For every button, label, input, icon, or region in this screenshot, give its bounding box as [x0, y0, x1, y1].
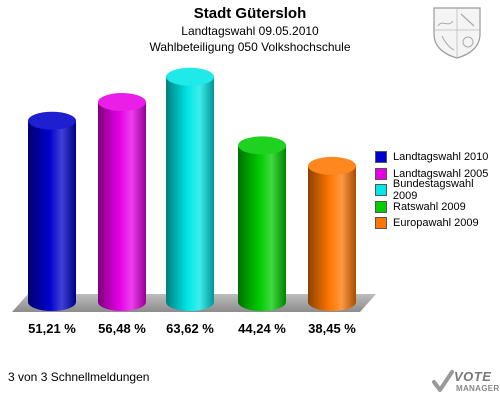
legend-item-landtagswahl-2005: Landtagswahl 2005 — [375, 166, 500, 182]
value-label: 38,45 % — [308, 321, 356, 336]
value-label: 44,24 % — [238, 321, 286, 336]
bar-landtagswahl-2010 — [28, 111, 76, 311]
legend-label: Europawahl 2009 — [393, 217, 479, 229]
footer-status: 3 von 3 Schnellmeldungen — [8, 370, 150, 384]
legend-label: Bundestagswahl 2009 — [392, 178, 474, 202]
vote-manager-logo: VOTE MANAGER — [432, 366, 500, 400]
legend-label: Landtagswahl 2010 — [393, 151, 489, 163]
value-label: 63,62 % — [166, 321, 214, 336]
chart-title: Stadt Gütersloh — [193, 5, 307, 22]
bar-bundestagswahl-2009 — [166, 67, 214, 311]
brand-line-2: MANAGER — [456, 384, 500, 393]
legend-swatch — [375, 184, 387, 196]
chart-legend: Landtagswahl 2010 Landtagswahl 2005 Bund… — [375, 149, 500, 232]
chart-subtitle-election: Landtagswahl 09.05.2010 — [181, 24, 319, 38]
coat-of-arms-icon — [433, 7, 481, 59]
legend-swatch — [375, 151, 387, 163]
brand-line-1: VOTE — [454, 369, 492, 384]
value-label: 51,21 % — [28, 321, 76, 336]
legend-item-landtagswahl-2010: Landtagswahl 2010 — [375, 149, 500, 165]
legend-item-europawahl-2009: Europawahl 2009 — [375, 215, 500, 231]
legend-swatch — [375, 200, 387, 213]
bar-ratswahl-2009 — [238, 136, 286, 311]
legend-item-bundestagswahl-2009: Bundestagswahl 2009 — [375, 178, 500, 202]
legend-label: Ratswahl 2009 — [393, 200, 466, 213]
chart-subtitle-district: Wahlbeteiligung 050 Volkshochschule — [149, 40, 351, 54]
bar-landtagswahl-2005 — [98, 93, 146, 312]
legend-swatch — [375, 167, 387, 180]
legend-item-ratswahl-2009: Ratswahl 2009 — [375, 199, 500, 215]
legend-label: Landtagswahl 2005 — [393, 167, 489, 180]
value-label: 56,48 % — [98, 321, 146, 336]
legend-swatch — [375, 217, 387, 229]
bar-europawahl-2009 — [308, 156, 356, 311]
checkmark-icon — [432, 370, 454, 392]
